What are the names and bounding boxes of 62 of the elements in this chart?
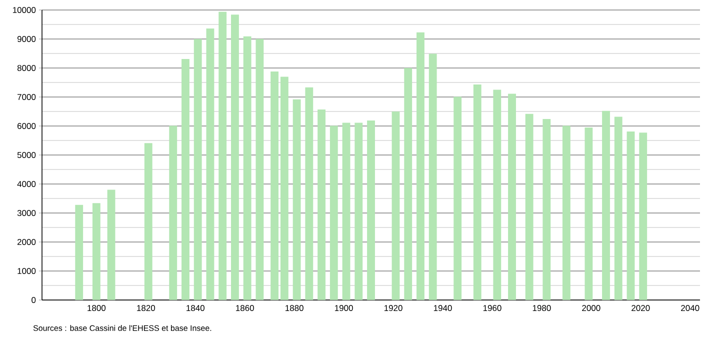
x-tick-label: 1940: [434, 305, 452, 312]
bar: [542, 119, 551, 300]
bar: [493, 90, 502, 300]
bar: [454, 96, 462, 300]
bar: [230, 14, 239, 300]
y-tick-label: 0: [32, 296, 36, 304]
y-tick-label: 8000: [17, 64, 36, 71]
x-tick-label: 1900: [334, 305, 353, 312]
y-tick-label: 2000: [17, 238, 36, 245]
bar: [428, 54, 437, 300]
bar: [614, 116, 622, 300]
bar: [473, 84, 482, 300]
bar: [639, 132, 648, 300]
bar: [280, 76, 288, 300]
x-tick-label: 1920: [384, 305, 402, 312]
bar: [270, 71, 278, 300]
x-tick-label: 1960: [483, 305, 502, 312]
y-tick-label: 1000: [18, 268, 36, 274]
bar: [256, 38, 264, 300]
bar: [342, 122, 350, 300]
x-tick-label: 1800: [88, 305, 106, 312]
x-tick-label: 1880: [286, 305, 304, 312]
y-tick-label: 7000: [18, 94, 36, 100]
bar: [305, 87, 314, 300]
bar: [75, 204, 84, 300]
bar: [330, 126, 338, 300]
y-tick-label: 4000: [17, 180, 36, 187]
y-tick-label: 5000: [17, 152, 36, 158]
bar: [292, 99, 301, 300]
bar: [392, 111, 400, 300]
bar: [508, 94, 516, 300]
bar: [144, 143, 152, 300]
bar: [107, 190, 116, 300]
bar: [404, 68, 412, 300]
y-tick-label: 10000: [12, 6, 36, 13]
y-tick-label: 3000: [17, 210, 36, 216]
bar: [194, 38, 202, 300]
x-tick-label: 1860: [236, 305, 254, 312]
bar: [367, 120, 375, 300]
y-tick-label: 9000: [17, 36, 36, 42]
bar: [218, 12, 227, 300]
bar: [182, 59, 190, 300]
bar: [602, 110, 610, 300]
bar: [92, 203, 100, 300]
bar: [626, 132, 635, 300]
bar: [562, 126, 570, 300]
bar: [206, 28, 214, 300]
x-tick-label: 1980: [532, 305, 551, 312]
bar: [584, 127, 593, 300]
x-tick-label: 1840: [186, 305, 204, 312]
x-tick-label: 2040: [681, 305, 700, 312]
bar: [525, 114, 534, 300]
source-note: Sources : base Cassini de l'EHESS et base Insee.: [33, 325, 212, 331]
bar: [243, 36, 252, 300]
y-tick-label: 6000: [18, 122, 36, 129]
x-tick-label: 2000: [582, 305, 600, 312]
bar: [416, 32, 424, 300]
bar: [354, 122, 363, 300]
x-tick-label: 1820: [137, 305, 156, 312]
bar: [318, 109, 326, 300]
bar: [169, 126, 178, 300]
x-tick-label: 2020: [632, 305, 650, 312]
